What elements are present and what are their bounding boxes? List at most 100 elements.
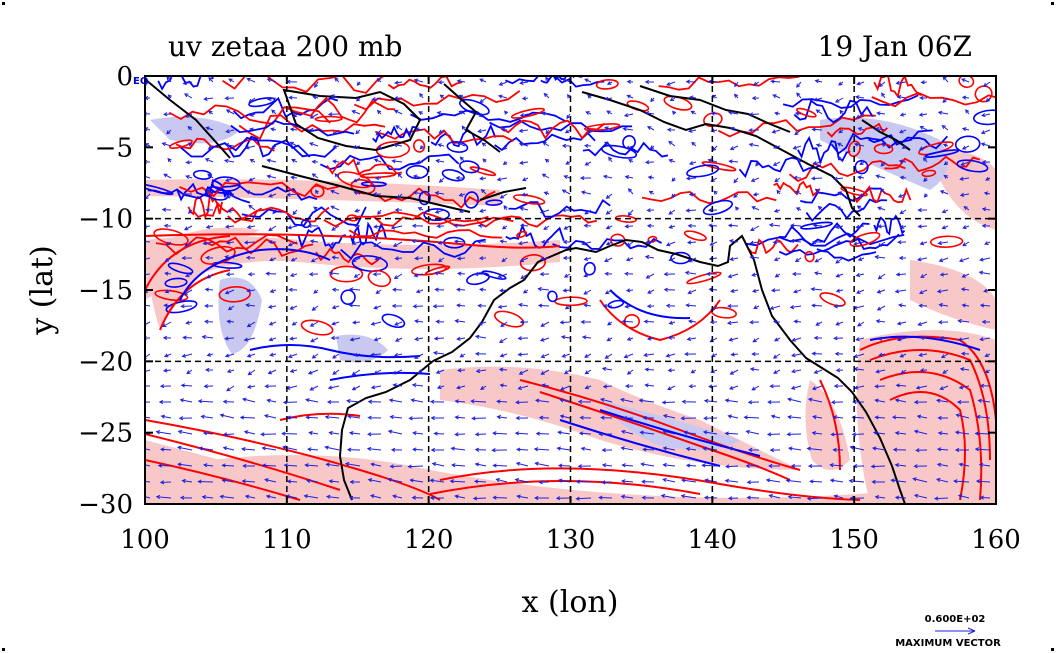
wind-vector (556, 446, 571, 451)
wind-vector (746, 495, 760, 500)
wind-vector (352, 223, 361, 228)
wind-vector (247, 369, 256, 376)
wind-vector (666, 127, 676, 132)
contour-line (145, 433, 341, 491)
wind-vector (668, 320, 676, 325)
wind-vector (962, 225, 970, 230)
wind-vector (601, 366, 613, 371)
wind-vector (829, 478, 844, 483)
wind-vector (176, 462, 193, 467)
wind-vector (492, 431, 508, 436)
wind-vector (790, 223, 802, 228)
wind-vector (290, 175, 298, 180)
wind-vector (878, 81, 886, 88)
wind-vector (367, 415, 382, 420)
contour-line (315, 247, 382, 266)
wind-vector (474, 432, 487, 437)
contour-line (738, 156, 822, 179)
wind-vector (515, 461, 529, 467)
wind-vector (662, 477, 676, 483)
wind-vector (672, 110, 677, 115)
wind-vector (346, 447, 361, 452)
wind-vector (504, 110, 509, 115)
wind-vector (685, 208, 697, 213)
wind-vector (226, 385, 235, 392)
wind-vector (604, 257, 613, 263)
wind-vector (919, 368, 928, 373)
contour-loop (413, 139, 426, 153)
wind-vector (559, 385, 571, 391)
x-tick-label: 100 (120, 525, 170, 555)
wind-vector (583, 289, 592, 295)
wind-vector (727, 414, 739, 419)
wind-vector (429, 399, 445, 404)
wind-vector (830, 432, 844, 437)
wind-vector (575, 479, 592, 484)
wind-vector (497, 273, 508, 279)
wind-vector (587, 129, 592, 134)
wind-vector (769, 384, 781, 389)
wind-vector (161, 207, 172, 212)
wind-vector (432, 304, 445, 309)
wind-vector (518, 302, 529, 307)
wind-vector (414, 256, 424, 261)
wind-vector (557, 463, 571, 468)
wind-vector (373, 158, 382, 163)
wind-vector (815, 143, 823, 148)
wind-vector (181, 191, 193, 197)
wind-vector (933, 496, 949, 501)
wind-vector (815, 109, 823, 115)
wind-vector (918, 145, 928, 151)
wind-vector (920, 80, 928, 85)
wind-vector (204, 287, 214, 292)
wind-vector (349, 337, 361, 342)
wind-vector (626, 241, 634, 247)
vector-key: 0.600E+02 MAXIMUM VECTOR (895, 614, 1001, 649)
contour-line (788, 160, 906, 183)
wind-vector (752, 192, 760, 197)
wind-vector (646, 208, 655, 213)
wind-vector (181, 353, 193, 358)
wind-vector (347, 414, 361, 419)
wind-vector (620, 494, 634, 499)
wind-vector (975, 479, 991, 484)
wind-vector (393, 352, 403, 358)
wind-vector (584, 385, 592, 390)
wind-vector (454, 415, 466, 420)
wind-vector (224, 353, 235, 358)
wind-vector (376, 78, 382, 83)
wind-vector (477, 303, 487, 308)
wind-vector (577, 464, 592, 469)
contour-loop (924, 149, 960, 158)
wind-vector (439, 94, 445, 99)
wind-vector (518, 369, 529, 375)
wind-vector (624, 271, 634, 276)
contour-line (539, 391, 791, 481)
wind-vector (164, 271, 172, 276)
contour-line (374, 128, 514, 144)
wind-vector (311, 353, 319, 359)
wind-vector (849, 496, 865, 501)
wind-vector (417, 369, 424, 374)
wind-vector (145, 496, 151, 499)
contour-loop (329, 265, 364, 283)
wind-vector (348, 287, 361, 292)
wind-vector (974, 431, 991, 436)
wind-vector (957, 337, 970, 342)
wind-vector (145, 416, 151, 419)
wind-vector (984, 369, 991, 374)
wind-vector (733, 177, 739, 184)
wind-vector (812, 223, 823, 228)
wind-vector (874, 415, 886, 420)
contour-line (376, 187, 496, 209)
wind-vector (243, 430, 256, 435)
wind-vector (751, 351, 760, 357)
wind-vector (416, 160, 424, 165)
wind-vector (942, 143, 949, 148)
wind-vector (205, 367, 214, 373)
wind-vector (392, 494, 403, 499)
wind-vector (564, 369, 571, 375)
wind-vector (268, 193, 277, 198)
wind-vector (437, 240, 445, 245)
contour-line (238, 114, 386, 140)
